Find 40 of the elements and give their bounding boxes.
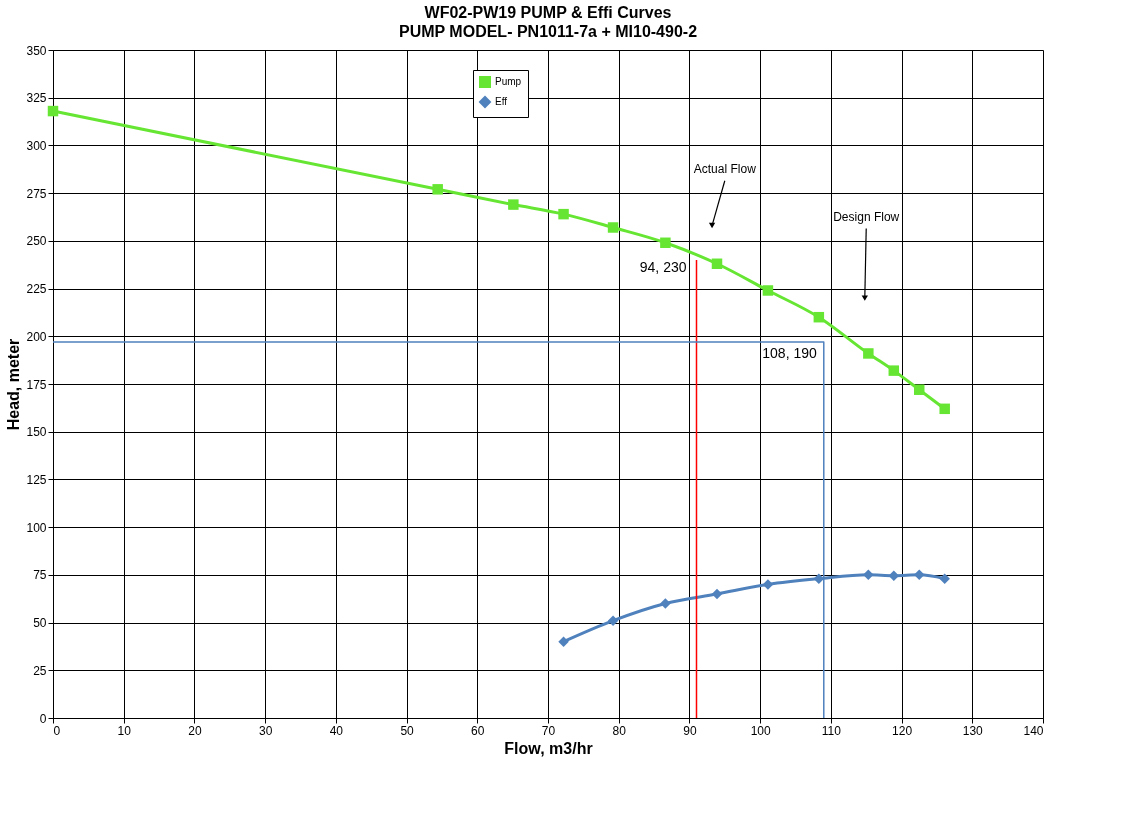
x-tick-label: 90 [683,723,697,738]
y-tick-label: 250 [26,234,47,249]
x-tick-label: 50 [400,723,415,738]
chart-subtitle: PUMP MODEL- PN1011-7a + MI10-490-2 [398,23,698,40]
y-tick-label: 275 [26,186,47,201]
annotation: 94, 230 [639,258,687,275]
annotation: Actual Flow [693,162,757,177]
y-axis-title: Head, meter [5,338,23,431]
x-tick-label: 130 [962,723,984,738]
x-tick-label: 60 [471,723,485,738]
y-tick-label: 225 [26,282,47,297]
x-tick-label: 110 [821,723,842,738]
y-tick-label: 0 [39,711,47,726]
x-tick-label: 20 [188,723,202,738]
x-tick-label: 80 [612,723,627,738]
y-tick-label: 175 [26,377,47,392]
annotation: 108, 190 [762,345,817,362]
y-tick-label: 325 [26,91,47,106]
x-tick-label: 100 [750,723,771,738]
y-tick-label: 150 [26,425,47,440]
x-tick-label: 10 [117,723,132,738]
y-tick-label: 100 [26,520,47,535]
y-tick-label: 350 [26,43,47,58]
chart-title: WF02-PW19 PUMP & Effi Curves [424,4,672,21]
legend-label: Pump [495,76,522,87]
y-tick-label: 200 [26,329,47,344]
annotation: Design Flow [833,210,900,224]
x-tick-label: 120 [892,723,913,738]
y-tick-label: 125 [26,472,47,487]
y-tick-label: 300 [26,138,47,153]
x-tick-label: 30 [258,723,273,738]
legend-label: Eff [495,96,508,107]
x-tick-label: 70 [541,723,556,738]
y-tick-label: 50 [33,616,47,631]
x-tick-label: 140 [1023,723,1044,738]
y-tick-label: 25 [33,663,47,678]
x-axis-title: Flow, m3/hr [504,739,593,757]
x-tick-label: 0 [53,723,61,738]
y-tick-label: 75 [33,568,47,583]
x-tick-label: 40 [329,723,344,738]
